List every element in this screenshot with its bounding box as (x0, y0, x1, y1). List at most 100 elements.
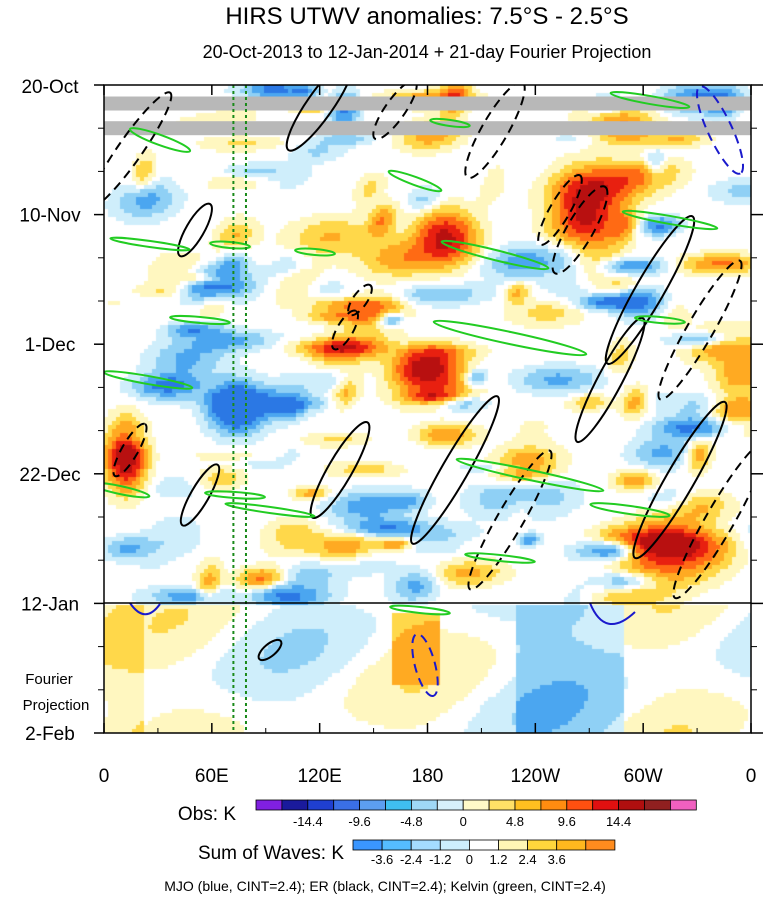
y-tick-label-4: 12-Jan (21, 594, 79, 615)
er-contour-5 (551, 185, 609, 275)
missing-row-1 (104, 121, 751, 136)
er-contour-19 (347, 283, 373, 317)
er-contour-12 (179, 463, 221, 527)
obs-swatch-5 (385, 799, 412, 811)
waves-swatch-5 (498, 839, 529, 851)
er-contour-18 (257, 638, 283, 662)
obs-swatch-13 (592, 799, 620, 811)
obs-swatch-3 (333, 799, 361, 811)
missing-data-rows (104, 96, 751, 136)
obs-swatch-14 (618, 799, 645, 811)
kelvin-contour-2 (440, 239, 550, 271)
obs-swatch-16 (670, 799, 697, 811)
y-axis: 20-Oct 10-Nov 1-Dec 22-Dec 12-Jan 2-Feb (19, 77, 763, 745)
obs-tick-label-0: -14.4 (293, 814, 323, 829)
kelvin-contour-15 (609, 91, 691, 109)
kelvin-contour-4 (621, 209, 719, 231)
kelvin-contour-3 (432, 319, 588, 357)
chart-subtitle: 20-Oct-2013 to 12-Jan-2014 + 21-day Four… (203, 42, 652, 62)
kelvin-contour-17 (429, 117, 471, 129)
obs-swatch-8 (462, 799, 490, 811)
projection-label-line1: Fourier (25, 671, 73, 688)
obs-swatch-12 (566, 799, 594, 811)
contour-legend: MJO (blue, CINT=2.4); ER (black, CINT=2.… (164, 878, 606, 894)
projection-label-line2: Projection (23, 697, 90, 714)
obs-swatch-11 (540, 799, 568, 811)
waves-swatch-1 (381, 839, 412, 851)
kelvin-contour-0 (128, 127, 192, 153)
obs-swatch-15 (644, 799, 671, 811)
er-contour-0 (104, 91, 173, 209)
kelvin-contour-13 (464, 552, 536, 564)
plot-area (104, 85, 751, 733)
y-tick-label-5: 2-Feb (25, 724, 75, 745)
kelvin-contour-1 (387, 169, 443, 193)
kelvin-contour-18 (204, 490, 266, 500)
er-contour-16 (112, 422, 148, 478)
waves-swatch-0 (352, 839, 383, 851)
waves-swatch-2 (410, 839, 441, 851)
obs-swatch-4 (359, 799, 386, 811)
kelvin-contour-12 (224, 502, 316, 518)
x-tick-label-5: 60W (624, 766, 663, 787)
waves-swatch-7 (556, 839, 587, 851)
anomaly-heatmap (104, 85, 751, 733)
kelvin-contour-8 (169, 315, 231, 325)
y-tick-label-2: 1-Dec (25, 335, 76, 356)
mjo-contour-2 (589, 602, 636, 626)
kelvin-contour-6 (209, 240, 251, 250)
er-contour-11 (467, 449, 553, 591)
chart-title: HIRS UTWV anomalies: 7.5°S - 2.5°S (225, 3, 628, 30)
kelvin-contour-11 (589, 502, 671, 518)
obs-swatch-0 (255, 799, 283, 811)
waves-tick-label-5: 2.4 (519, 852, 537, 867)
waves-tick-label-3: 0 (466, 852, 473, 867)
obs-swatch-2 (307, 799, 335, 811)
er-contour-3 (372, 85, 418, 141)
er-contour-10 (410, 395, 500, 545)
obs-tick-label-4: 4.8 (506, 814, 524, 829)
kelvin-contour-10 (455, 457, 605, 493)
y-tick-label-3: 22-Dec (19, 465, 80, 486)
x-tick-label-4: 120W (511, 766, 561, 787)
er-contour-8 (574, 316, 646, 444)
x-tick-label-2: 120E (297, 766, 341, 787)
wave-contours (104, 85, 751, 698)
waves-tick-label-2: -1.2 (429, 852, 451, 867)
kelvin-contour-14 (389, 604, 451, 616)
missing-row-0 (104, 96, 751, 111)
reference-lines (232, 85, 247, 733)
waves-swatch-4 (468, 839, 499, 851)
er-contour-15 (672, 440, 751, 600)
waves-tick-label-1: -2.4 (400, 852, 422, 867)
waves-tick-label-4: 1.2 (489, 852, 507, 867)
waves-swatch-6 (527, 839, 558, 851)
er-contour-13 (331, 309, 359, 351)
x-tick-label-1: 60E (195, 766, 229, 787)
kelvin-contour-5 (109, 236, 191, 252)
er-contour-17 (537, 174, 583, 247)
er-contour-14 (632, 400, 728, 560)
waves-swatch-3 (439, 839, 470, 851)
kelvin-contour-9 (104, 370, 194, 390)
mjo-contour-0 (411, 632, 439, 698)
er-contour-1 (177, 202, 213, 258)
waves-colorbar: -3.6 -2.4 -1.2 0 1.2 2.4 3.6 (352, 839, 616, 867)
obs-tick-label-2: -4.8 (400, 814, 422, 829)
x-tick-label-0: 0 (99, 766, 110, 787)
er-contour-7 (657, 259, 743, 401)
anomaly-field-image (104, 85, 751, 733)
mjo-contour-3 (129, 602, 161, 616)
kelvin-contour-7 (294, 247, 336, 257)
obs-swatch-1 (281, 799, 309, 811)
obs-swatch-10 (514, 799, 542, 811)
x-axis: 0 60E 120E 180 120W 60W 0 (99, 85, 756, 787)
waves-colorbar-label: Sum of Waves: K (198, 843, 344, 864)
waves-tick-label-6: 3.6 (548, 852, 566, 867)
er-contour-6 (604, 215, 696, 365)
waves-tick-label-0: -3.6 (371, 852, 393, 867)
x-tick-label-3: 180 (412, 766, 444, 787)
obs-swatch-7 (436, 799, 464, 811)
obs-tick-label-1: -9.6 (348, 814, 370, 829)
